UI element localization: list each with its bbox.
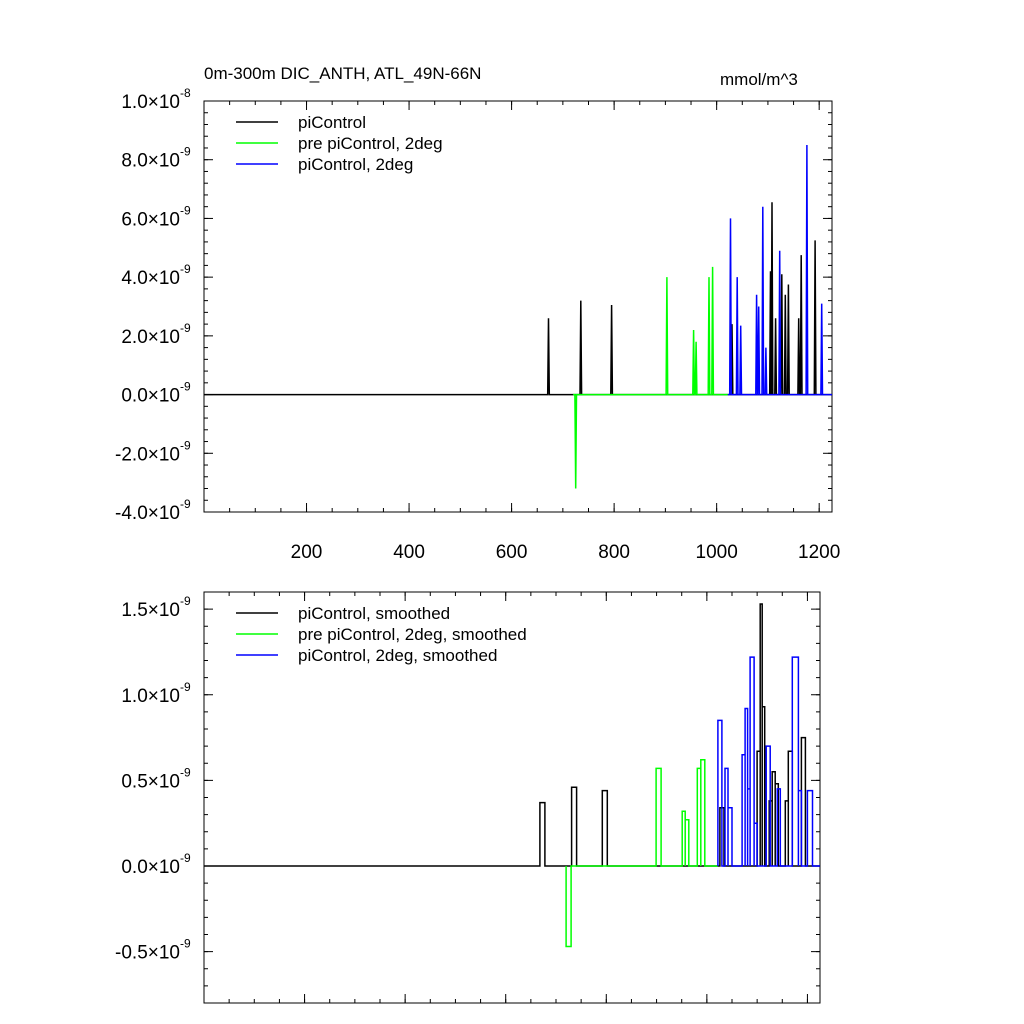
plot2-legend-label-3: piControl, 2deg, smoothed [298, 646, 497, 665]
plot1-legend-label-2: pre piControl, 2deg [298, 134, 443, 153]
plot1-ytick-exponent: -9 [180, 497, 191, 511]
plot2-series-3-line [717, 656, 820, 867]
plot2-ytick-label: 0.0×10 [121, 857, 180, 878]
plot1-legend-label-1: piControl [298, 113, 366, 132]
plot1-xtick-label: 400 [393, 542, 425, 563]
units-label: mmol/m^3 [720, 70, 798, 89]
plot1-ytick-exponent: -8 [180, 86, 191, 100]
plot1-ytick-exponent: -9 [180, 145, 191, 159]
plot1-ytick-exponent: -9 [180, 438, 191, 452]
plot1-series-3-line [727, 144, 832, 396]
plot1-ytick-label: 4.0×10 [121, 268, 180, 289]
plot1-frame [203, 100, 833, 513]
plot2-legend-label-1: piControl, smoothed [298, 604, 450, 623]
plot1-ytick-exponent: -9 [180, 321, 191, 335]
plot2-ytick-label: 1.5×10 [121, 600, 180, 621]
plot1-ytick-label: 8.0×10 [121, 151, 180, 172]
plot1-ytick-exponent: -9 [180, 380, 191, 394]
plot2-series-2-line [565, 759, 718, 948]
plot2-ytick-label: -0.5×10 [115, 943, 180, 964]
plot1-ytick-label: -2.0×10 [115, 444, 180, 465]
plot1-legend-label-3: piControl, 2deg [298, 155, 413, 174]
plot2-ytick-label: 1.0×10 [121, 686, 180, 707]
plot1-xtick-label: 1000 [696, 542, 738, 563]
plot2-ytick-exponent: -9 [180, 937, 191, 951]
plot2-ytick-exponent: -9 [180, 765, 191, 779]
plot2-ytick-exponent: -9 [180, 680, 191, 694]
plot1-xtick-label: 600 [496, 542, 528, 563]
plot1-ytick-label: 6.0×10 [121, 209, 180, 230]
plot1-ytick-exponent: -9 [180, 203, 191, 217]
plot2-ytick-exponent: -9 [180, 594, 191, 608]
plot1-xtick-label: 200 [291, 542, 323, 563]
plot1-ytick-exponent: -9 [180, 262, 191, 276]
plot2-ytick-label: 0.5×10 [121, 771, 180, 792]
plot1-ytick-label: 1.0×10 [121, 92, 180, 113]
plot2-ytick-exponent: -9 [180, 851, 191, 865]
plot1-ytick-label: -4.0×10 [115, 503, 180, 524]
plot2-legend-label-2: pre piControl, 2deg, smoothed [298, 625, 527, 644]
plot1-ytick-label: 0.0×10 [121, 386, 180, 407]
plot1-ytick-label: 2.0×10 [121, 327, 180, 348]
plot1-xtick-label: 800 [598, 542, 630, 563]
plot1-xtick-label: 1200 [798, 542, 840, 563]
chart-title: 0m-300m DIC_ANTH, ATL_49N-66N [204, 64, 482, 83]
plot1-series-2-line [573, 266, 728, 489]
